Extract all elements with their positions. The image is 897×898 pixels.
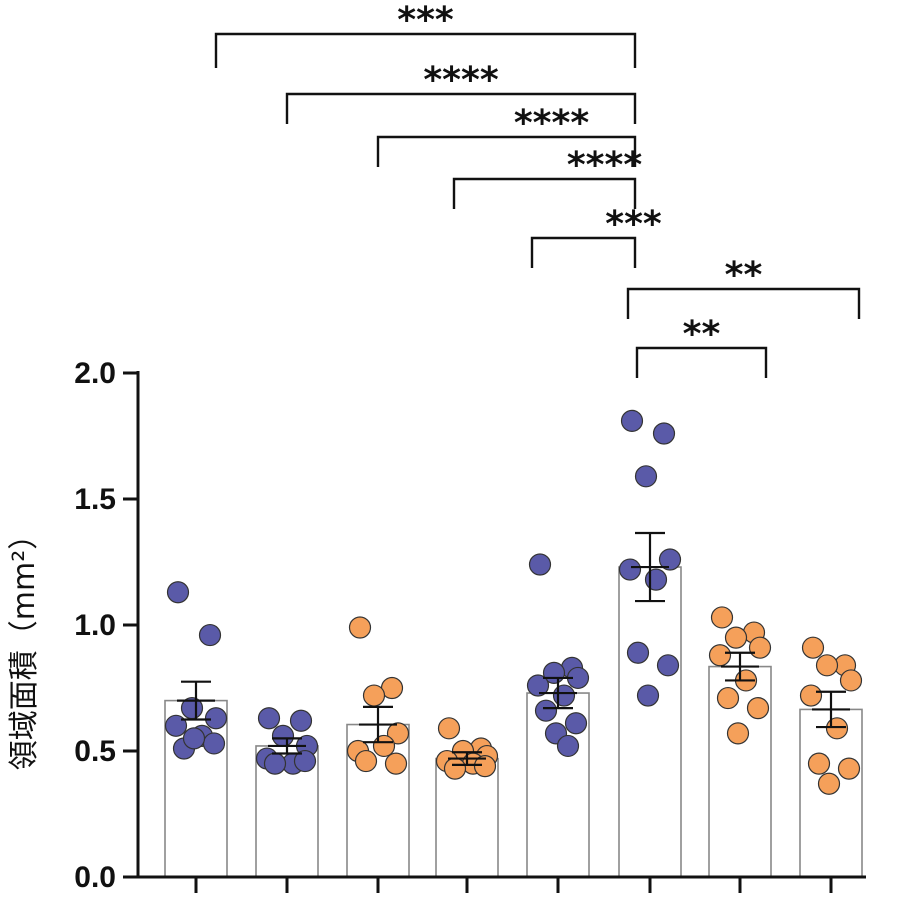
data-point (386, 722, 410, 745)
y-tick-label: 1.0 (74, 609, 116, 642)
data-point (636, 684, 660, 707)
data-point (708, 644, 732, 667)
data-point (815, 654, 839, 677)
bars-layer (164, 566, 863, 878)
data-point (746, 697, 770, 720)
data-point (473, 755, 497, 778)
data-point (534, 699, 558, 722)
data-point (372, 734, 396, 758)
data-point (807, 752, 831, 775)
data-point (257, 707, 281, 730)
comparison-bracket (635, 346, 768, 378)
significance-label: ** (725, 255, 763, 296)
significance-label: ** (683, 314, 721, 355)
data-point (293, 749, 317, 773)
data-point (289, 709, 313, 732)
y-axis-label-group: 領域面積（mm²） (7, 520, 42, 770)
data-point (716, 686, 740, 710)
bar-6 (618, 566, 682, 878)
significance-label: **** (567, 145, 642, 186)
data-point (799, 684, 823, 707)
data-point (552, 684, 576, 707)
data-point (564, 712, 588, 735)
data-point (710, 606, 734, 629)
data-point (443, 757, 467, 780)
data-point (528, 553, 552, 576)
data-point (204, 707, 228, 730)
data-point (166, 581, 190, 604)
data-point (652, 422, 676, 445)
data-point (837, 757, 861, 780)
data-point (182, 727, 206, 750)
data-point (644, 568, 668, 591)
comparison-bracket (530, 236, 637, 268)
comparison-bracket (285, 92, 637, 124)
data-point (748, 636, 772, 659)
y-tick-label: 2.0 (74, 357, 116, 390)
data-point (354, 749, 378, 773)
data-point (384, 752, 408, 775)
axes: 0.0 0.5 1.0 1.5 2.0 (74, 357, 866, 894)
significance-label: *** (397, 0, 454, 41)
significance-label: *** (605, 204, 662, 245)
data-point (634, 465, 658, 488)
significance-label: **** (423, 60, 498, 101)
bar-4 (435, 757, 499, 878)
comparison-bracket (626, 287, 861, 319)
y-tick-label: 0.5 (74, 735, 116, 768)
data-point (437, 717, 461, 740)
data-point (658, 548, 682, 571)
comparison-bracket (214, 32, 637, 68)
significance-brackets: ********************** (214, 0, 861, 378)
data-point (801, 636, 825, 659)
comparison-bracket (376, 135, 637, 167)
data-point (724, 626, 748, 649)
data-point (198, 623, 222, 647)
data-point (271, 724, 295, 747)
data-point (620, 409, 644, 432)
data-point (202, 732, 226, 755)
data-point (656, 654, 680, 677)
data-point (348, 616, 372, 639)
y-axis-label: 領域面積（mm²） (7, 520, 42, 770)
y-tick-label: 1.5 (74, 483, 116, 516)
data-point (362, 684, 386, 707)
error-bars-layer (177, 531, 850, 766)
data-point (263, 752, 287, 775)
comparison-bracket (452, 177, 637, 209)
data-point (526, 674, 550, 697)
data-point (618, 558, 642, 581)
data-point (839, 669, 863, 692)
data-point (626, 641, 650, 664)
y-tick-label: 0.0 (74, 861, 116, 894)
data-point (817, 772, 841, 795)
data-point (726, 722, 750, 745)
data-point (556, 734, 580, 758)
significance-label: **** (514, 103, 589, 144)
data-point (825, 717, 849, 740)
